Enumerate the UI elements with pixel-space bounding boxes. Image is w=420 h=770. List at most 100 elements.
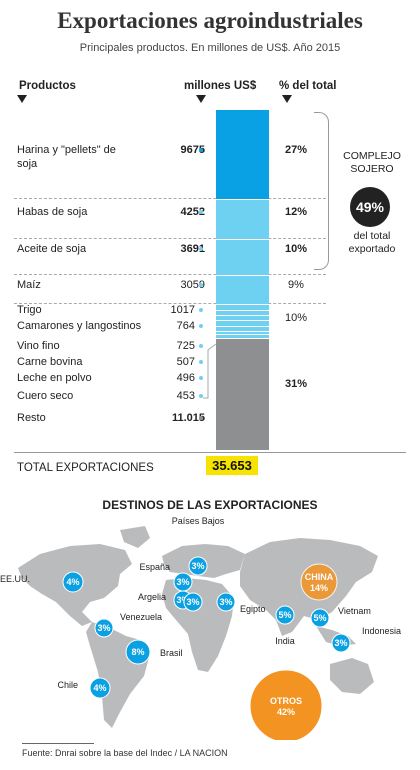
product-value: 496 [176, 372, 195, 384]
product-value: 9675 [180, 144, 205, 156]
value-dot [199, 416, 203, 420]
chart-title: Exportaciones agroindustriales [57, 8, 363, 33]
map-land [18, 526, 378, 728]
destination-marker [188, 556, 208, 576]
total-value: 35.653 [206, 456, 258, 475]
product-value: 507 [176, 356, 195, 368]
destination-name: EE.UU. [0, 574, 30, 584]
complejo-sojero-label: COMPLEJO SOJERO [343, 150, 401, 175]
destination-markers: 4% EE.UU. 3% Países Bajos 3% España 3% Argelia 3… [0, 516, 401, 743]
percent-label: 10% [284, 312, 308, 324]
destination-percent: 3% [97, 623, 110, 633]
row-separator [14, 198, 326, 199]
destination-percent: 4% [93, 683, 106, 693]
productos-arrow-icon [17, 95, 27, 103]
value-dot [199, 148, 203, 152]
row-separator [14, 303, 326, 304]
destination-marker [300, 563, 338, 601]
bar-segment [216, 305, 269, 320]
destination-marker [331, 633, 351, 653]
destination-name: Países Bajos [172, 516, 225, 526]
bar-stripe [216, 331, 269, 332]
destination-percent: 3% [176, 595, 189, 605]
product-label: Maíz [17, 279, 41, 291]
world-map: 4% EE.UU. 3% Países Bajos 3% España 3% Argelia 3… [0, 516, 420, 743]
product-value: 1017 [170, 304, 195, 316]
product-value: 725 [176, 340, 195, 352]
percent-label: 12% [284, 206, 308, 218]
row-separator [14, 274, 326, 275]
value-dot [199, 324, 203, 328]
destination-percent: 3% [176, 577, 189, 587]
sojero-percent-badge: 49% [350, 187, 390, 227]
bar-segment [216, 276, 269, 304]
product-label: Aceite de soja [17, 243, 87, 255]
product-label: Leche en polvo [17, 372, 92, 384]
destination-percent: 8% [131, 647, 144, 657]
product-label: Harina y "pellets" de soja [17, 144, 116, 170]
destination-name: Vietnam [338, 606, 371, 616]
source-divider [22, 743, 94, 744]
column-header-millones: millones US$ [184, 80, 257, 92]
destination-name: Chile [57, 680, 78, 690]
chart-subtitle: Principales productos. En millones de US… [79, 42, 341, 54]
value-dot [199, 344, 203, 348]
percent-label: 10% [284, 243, 308, 255]
destination-name: Argelia [138, 592, 166, 602]
value-dot [199, 394, 203, 398]
value-dot [199, 247, 203, 251]
bar-segment [216, 200, 269, 239]
destination-percent: 3% [334, 638, 347, 648]
destination-percent: 3% [191, 561, 204, 571]
bar-stripe [216, 315, 269, 316]
sojero-bracket [314, 112, 329, 270]
bar-segment-resto-group [216, 339, 269, 450]
destination-percent: 3% [219, 597, 232, 607]
value-dot [199, 308, 203, 312]
destination-marker [275, 605, 295, 625]
value-dot [199, 360, 203, 364]
destination-name: India [275, 636, 295, 646]
destination-marker [183, 592, 203, 612]
destination-percent: CHINA 14% [305, 572, 334, 593]
destinations-title: DESTINOS DE LAS EXPORTACIONES [102, 498, 318, 512]
product-label: Trigo [17, 304, 42, 316]
product-label: Carne bovina [17, 356, 83, 368]
column-header-pct: % del total [279, 80, 337, 92]
pct-arrow-icon [282, 95, 292, 103]
bar-segment [216, 321, 269, 338]
source-note: Fuente: Dnrai sobre la base del Indec / … [22, 748, 228, 758]
millones-arrow-icon [196, 95, 206, 103]
destination-percent: 5% [278, 610, 291, 620]
destination-percent: 4% [66, 577, 79, 587]
column-header-productos: Productos [19, 80, 76, 92]
product-value: 4252 [180, 206, 205, 218]
destination-marker [216, 592, 236, 612]
destination-percent: 3% [186, 597, 199, 607]
product-value: 453 [176, 390, 195, 402]
product-value: 3059 [180, 279, 205, 291]
bar-stripe [216, 334, 269, 335]
value-dot [199, 376, 203, 380]
destination-name: Venezuela [120, 612, 162, 622]
destination-marker [89, 677, 111, 699]
destination-percent: OTROS 42% [270, 696, 302, 717]
product-label: Cuero seco [17, 390, 74, 402]
percent-label: 9% [288, 279, 304, 291]
percent-label: 31% [284, 378, 308, 390]
value-dot [199, 283, 203, 287]
product-label: Resto [17, 412, 46, 424]
destination-marker [62, 571, 84, 593]
product-label: Camarones y langostinos [17, 320, 142, 332]
total-label: TOTAL EXPORTACIONES [17, 462, 154, 474]
product-value: 11.015 [171, 412, 205, 424]
destination-name: Egipto [240, 604, 266, 614]
destination-name: Indonesia [362, 626, 401, 636]
destination-marker [94, 618, 114, 638]
bar-segment [216, 240, 269, 275]
bar-stripe [216, 310, 269, 311]
bar-stripe [216, 326, 269, 327]
product-label: Habas de soja [17, 206, 88, 218]
product-value: 3691 [180, 243, 205, 255]
percent-label: 27% [284, 144, 308, 156]
